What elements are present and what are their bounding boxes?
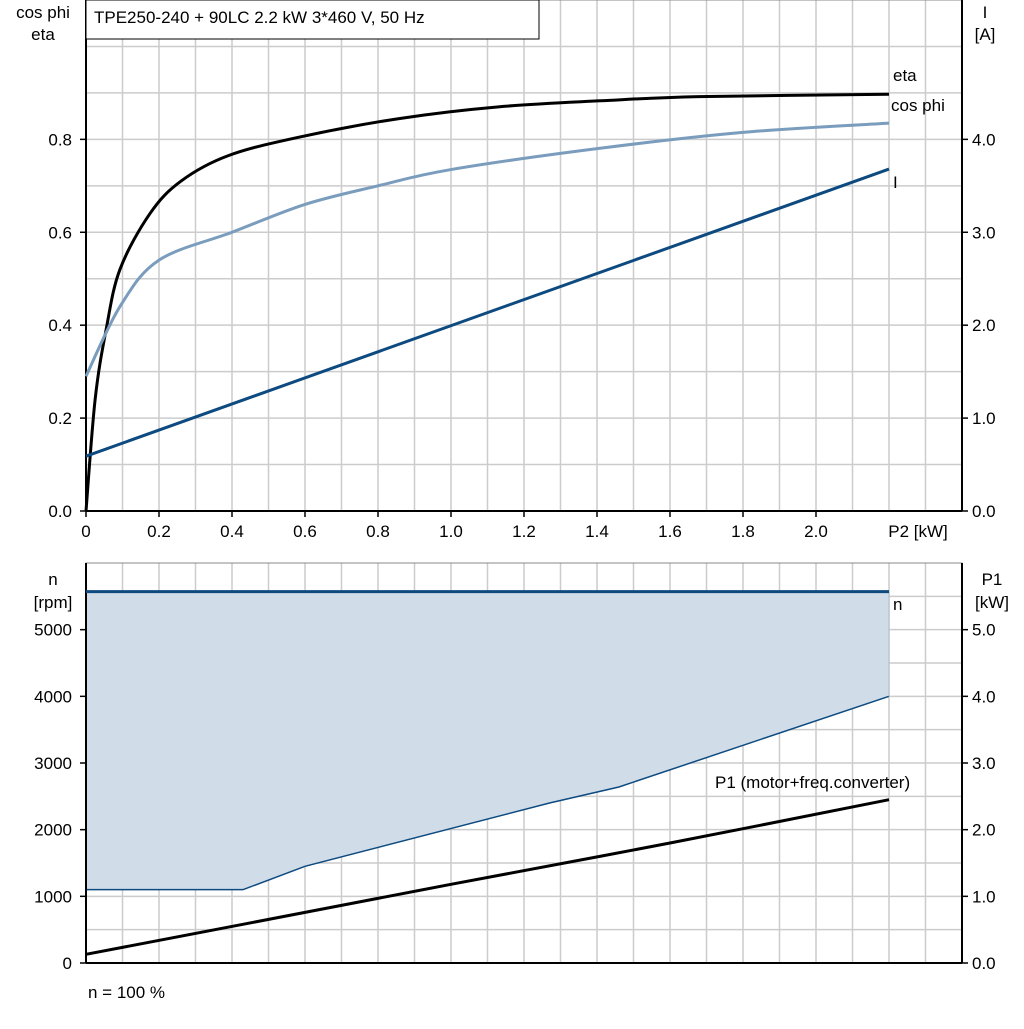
series-label-cos: cos phi xyxy=(891,96,945,115)
operating-range-fill xyxy=(86,591,889,890)
title-box xyxy=(85,0,540,40)
x-tick-label: 1.2 xyxy=(512,522,536,541)
series-line-i xyxy=(85,167,890,458)
x-tick-label: 1.0 xyxy=(439,522,463,541)
y-tick-label-left: 5000 xyxy=(34,621,72,640)
y-tick-label-left: 1000 xyxy=(34,887,72,906)
series-label-i: I xyxy=(893,173,898,192)
y-tick-label-right: 5.0 xyxy=(972,621,996,640)
y-tick-label-left: 0.4 xyxy=(48,316,72,335)
y-tick-label-right: 2.0 xyxy=(972,821,996,840)
y-tick-label-left: 0.8 xyxy=(48,130,72,149)
x-tick-label: 0.6 xyxy=(293,522,317,541)
y-label-left-bottom-1: n xyxy=(48,570,57,589)
y-tick-label-left: 0.6 xyxy=(48,223,72,242)
footnote: n = 100 % xyxy=(88,983,165,1002)
y-label-right-bottom-1: P1 xyxy=(982,570,1003,589)
y-tick-label-left: 0.2 xyxy=(48,409,72,428)
bottom-panel: 0 1000 2000 3000 4000 5000 0.0 1.0 2.0 3.0 4.0 5.0 n… xyxy=(34,562,996,973)
y-tick-label-left: 4000 xyxy=(34,687,72,706)
x-tick-label: 0.2 xyxy=(147,522,171,541)
series-label-eta: eta xyxy=(893,66,917,85)
y-label-left-top-2: eta xyxy=(31,25,55,44)
x-tick-label: 0.4 xyxy=(220,522,244,541)
x-tick-label: 1.8 xyxy=(731,522,755,541)
y-tick-label-right: 1.0 xyxy=(972,887,996,906)
y-label-right-top-2: [A] xyxy=(975,25,996,44)
y-label-right-bottom-2: [kW] xyxy=(975,593,1009,612)
series-line-p1 xyxy=(85,798,890,956)
x-tick-label: 0 xyxy=(81,522,90,541)
series-label-p1: P1 (motor+freq.converter) xyxy=(715,773,910,792)
x-tick-label: 1.4 xyxy=(585,522,609,541)
x-tick-label: 1.6 xyxy=(658,522,682,541)
y-tick-label-right: 2.0 xyxy=(972,316,996,335)
y-tick-label-left: 3000 xyxy=(34,754,72,773)
y-tick-label-right: 3.0 xyxy=(972,223,996,242)
y-tick-label-right: 3.0 xyxy=(972,754,996,773)
y-label-left-bottom-2: [rpm] xyxy=(34,593,73,612)
operating-range-lower-edge xyxy=(86,695,890,891)
y-tick-label-left: 2000 xyxy=(34,821,72,840)
y-tick-label-right: 0.0 xyxy=(972,954,996,973)
y-tick-label-left: 0.0 xyxy=(48,502,72,521)
y-label-left-top-1: cos phi xyxy=(16,3,70,22)
y-label-right-top-1: I xyxy=(983,3,988,22)
y-tick-label-right: 4.0 xyxy=(972,687,996,706)
y-tick-label-right: 1.0 xyxy=(972,409,996,428)
y-tick-label-left: 0 xyxy=(63,954,72,973)
top-panel: 0.0 0.2 0.4 0.6 0.8 0.0 1.0 2.0 3.0 4.0 0 0.2 0.4 0.6… xyxy=(48,0,996,541)
chart-title: TPE250-240 + 90LC 2.2 kW 3*460 V, 50 Hz xyxy=(94,8,425,27)
series-line-cos xyxy=(84,121,890,377)
y-tick-label-right: 4.0 xyxy=(972,130,996,149)
series-label-n: n xyxy=(893,595,902,614)
x-axis-label: P2 [kW] xyxy=(888,522,948,541)
x-tick-label: 0.8 xyxy=(366,522,390,541)
y-tick-label-right: 0.0 xyxy=(972,502,996,521)
x-tick-label: 2.0 xyxy=(804,522,828,541)
